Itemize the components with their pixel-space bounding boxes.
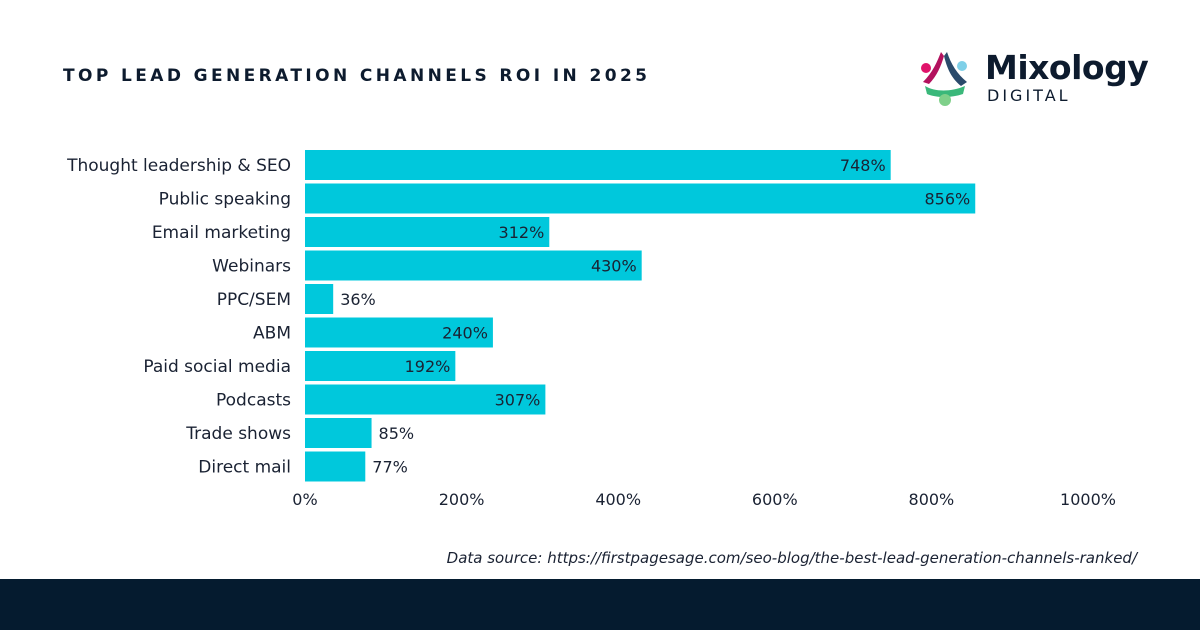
- category-label-3: Webinars: [212, 257, 291, 277]
- value-labels-group: 748% 856% 312% 430% 36% 240% 192% 307% 85% 77%: [340, 156, 970, 477]
- value-label-5: 240%: [442, 324, 488, 343]
- x-tick-label-4: 800%: [909, 490, 955, 509]
- value-label-0: 748%: [840, 156, 886, 175]
- bar-0: [305, 150, 891, 180]
- x-tick-label-0: 0%: [292, 490, 317, 509]
- value-label-6: 192%: [405, 357, 451, 376]
- bar-1: [305, 183, 976, 214]
- x-tick-label-2: 400%: [595, 490, 641, 509]
- logo-subtitle: DIGITAL: [987, 86, 1071, 105]
- value-label-7: 307%: [495, 391, 541, 410]
- bar-9: [305, 451, 366, 482]
- chart-title: TOP LEAD GENERATION CHANNELS ROI IN 2025: [63, 66, 651, 86]
- value-label-3: 430%: [591, 257, 637, 276]
- bar-6: [305, 351, 456, 381]
- footer-bar: [0, 579, 1200, 630]
- value-label-8: 85%: [379, 424, 415, 443]
- bar-chart: Thought leadership & SEO Public speaking E…: [66, 150, 1116, 509]
- x-axis-ticks-group: 0% 200% 400% 600% 800% 1000%: [292, 490, 1116, 509]
- bar-4: [305, 284, 334, 314]
- value-label-2: 312%: [499, 223, 545, 242]
- bar-3: [305, 250, 642, 281]
- value-label-9: 77%: [372, 458, 408, 477]
- category-label-1: Public speaking: [159, 190, 291, 210]
- category-label-4: PPC/SEM: [217, 290, 291, 310]
- value-label-4: 36%: [340, 290, 376, 309]
- bar-7: [305, 384, 546, 415]
- category-label-9: Direct mail: [198, 458, 291, 478]
- category-labels-group: Thought leadership & SEO Public speaking E…: [66, 156, 291, 478]
- bar-5: [305, 317, 493, 348]
- bars-group: [305, 150, 976, 482]
- category-label-7: Podcasts: [216, 391, 291, 411]
- category-label-0: Thought leadership & SEO: [66, 156, 291, 176]
- x-tick-label-5: 1000%: [1060, 490, 1116, 509]
- brand-logo: Mixology DIGITAL: [917, 48, 1149, 110]
- bar-2: [305, 217, 550, 247]
- x-tick-label-3: 600%: [752, 490, 798, 509]
- category-label-8: Trade shows: [185, 424, 291, 444]
- category-label-6: Paid social media: [143, 357, 291, 377]
- category-label-5: ABM: [253, 324, 291, 344]
- data-source-note: Data source: https://firstpagesage.com/s…: [446, 549, 1137, 567]
- logo-wordmark: Mixology: [985, 48, 1149, 87]
- category-label-2: Email marketing: [152, 223, 291, 243]
- value-label-1: 856%: [924, 190, 970, 209]
- logo-mark-icon: [921, 52, 967, 106]
- bar-8: [305, 418, 372, 448]
- x-tick-label-1: 200%: [439, 490, 485, 509]
